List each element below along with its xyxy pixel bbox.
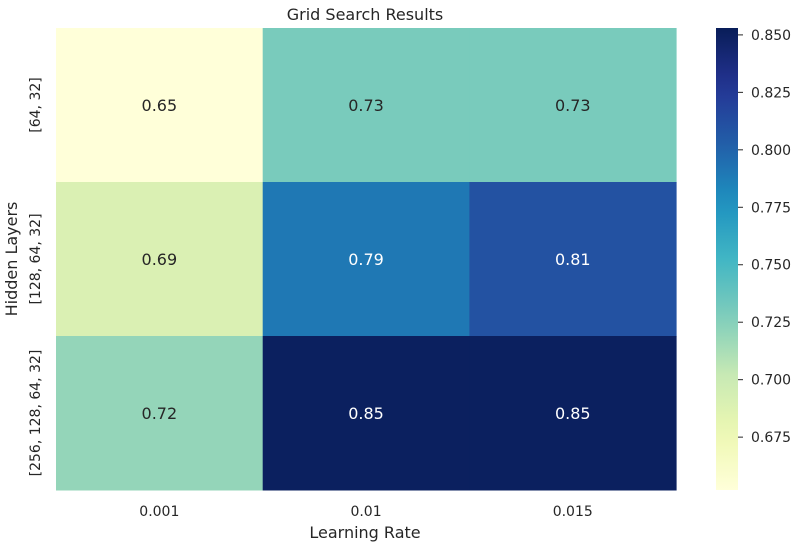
x-axis-ticks: 0.001 0.01 0.015 [139,504,592,520]
heatmap-cell-r0-c2 [469,28,677,183]
heatmap-cell-r0-c1 [262,28,470,183]
heatmap-cell-r0-c0 [56,28,264,183]
cell-value-label-r1-c1: 0.79 [348,250,384,269]
cell-value-label-r2-c2: 0.85 [555,404,591,423]
cell-value-label-r2-c1: 0.85 [348,404,384,423]
x-tick-label-2: 0.015 [553,504,593,520]
cell-value-label-r0-c0: 0.65 [142,96,178,115]
y-axis-ticks: [64, 32] [128, 64, 32] [256, 128, 64, 32] [28,77,44,476]
colorbar-tick-label-5: 0.800 [751,143,791,159]
cell-value-label-r0-c1: 0.73 [348,96,384,115]
cell-value-label-r2-c0: 0.72 [142,404,178,423]
colorbar-tick-label-3: 0.750 [751,258,791,274]
x-tick-label-1: 0.01 [350,504,381,520]
colorbar-tick-label-6: 0.825 [751,85,791,101]
y-tick-label-2: [256, 128, 64, 32] [28,350,44,477]
colorbar-tick-label-0: 0.675 [751,430,791,446]
heatmap-cell-r2-c0 [56,336,264,491]
heatmap-cell-r1-c0 [56,182,264,337]
colorbar-ticks: 0.675 0.700 0.725 0.750 0.775 0.800 0.825 0.850 [738,28,791,446]
colorbar-tick-label-1: 0.700 [751,373,791,389]
colorbar [716,28,738,490]
heatmap-cell-r1-c2 [469,182,677,337]
heatmap-cells [56,28,677,491]
y-axis-label: Hidden Layers [2,202,21,317]
y-tick-label-1: [128, 64, 32] [28,213,44,304]
heatmap-cell-labels: 0.65 0.73 0.73 0.69 0.79 0.81 0.72 0.85 0.85 [142,96,591,423]
cell-value-label-r1-c2: 0.81 [555,250,591,269]
x-tick-label-0: 0.001 [139,504,179,520]
colorbar-tick-label-2: 0.725 [751,315,791,331]
colorbar-tick-label-4: 0.775 [751,200,791,216]
colorbar-tick-label-7: 0.850 [751,28,791,44]
heatmap-cell-r1-c1 [262,182,470,337]
cell-value-label-r0-c2: 0.73 [555,96,591,115]
heatmap-cell-r2-c2 [469,336,677,491]
chart-title: Grid Search Results [287,5,444,24]
x-axis-label: Learning Rate [309,523,420,542]
y-tick-label-0: [64, 32] [28,77,44,132]
heatmap-cell-r2-c1 [262,336,470,491]
cell-value-label-r1-c0: 0.69 [142,250,178,269]
